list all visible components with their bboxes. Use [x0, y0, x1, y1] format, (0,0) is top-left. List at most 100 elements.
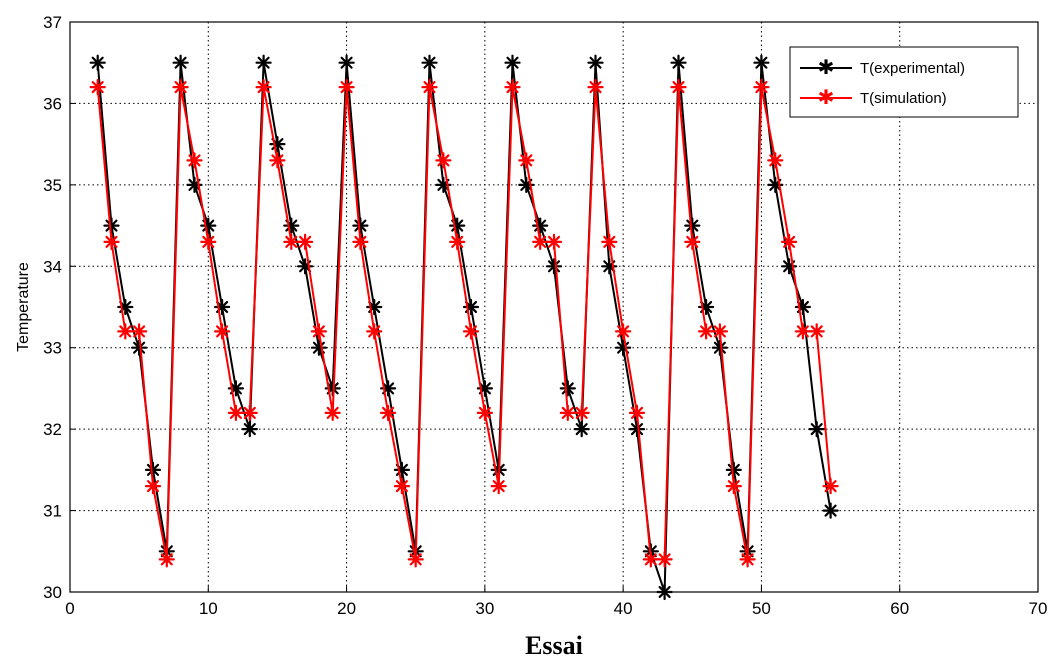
- data-point-t-simulation: [780, 233, 798, 250]
- data-point-t-simulation: [822, 478, 839, 495]
- data-point-t-experimental: [310, 339, 327, 356]
- data-point-t-experimental: [504, 54, 521, 71]
- data-point-t-simulation: [628, 404, 646, 421]
- data-point-t-experimental: [614, 339, 632, 356]
- data-point-t-simulation: [518, 152, 535, 169]
- data-point-t-simulation: [601, 233, 618, 250]
- data-point-t-simulation: [753, 78, 770, 96]
- data-point-t-simulation: [767, 152, 784, 169]
- series-line-t-experimental: [96, 61, 832, 593]
- data-point-t-simulation: [393, 478, 410, 495]
- data-point-t-simulation: [504, 78, 521, 96]
- data-point-t-simulation: [697, 323, 715, 340]
- data-point-t-simulation: [684, 233, 701, 250]
- data-point-t-experimental: [131, 339, 148, 356]
- data-point-t-simulation: [352, 233, 369, 250]
- data-point-t-experimental: [573, 421, 590, 438]
- data-point-t-simulation: [338, 78, 355, 96]
- data-point-t-simulation: [144, 478, 162, 495]
- x-tick-label: 70: [1029, 599, 1048, 618]
- data-point-t-experimental: [532, 217, 549, 234]
- data-point-t-experimental: [711, 339, 729, 356]
- data-point-t-simulation: [794, 323, 812, 340]
- data-point-t-experimental: [587, 54, 604, 71]
- data-point-t-experimental: [144, 461, 162, 478]
- data-point-t-experimental: [200, 217, 217, 234]
- data-point-t-simulation: [158, 551, 175, 568]
- data-point-t-experimental: [628, 421, 646, 438]
- data-point-t-simulation: [711, 323, 729, 340]
- data-point-t-simulation: [324, 404, 341, 421]
- plot-frame: [69, 21, 1039, 593]
- data-point-t-experimental: [89, 54, 106, 71]
- data-point-t-experimental: [103, 217, 120, 234]
- data-point-t-simulation: [214, 323, 231, 340]
- data-point-t-simulation: [200, 233, 217, 250]
- y-tick-label: 35: [43, 176, 62, 195]
- data-point-t-simulation: [725, 478, 742, 495]
- data-point-t-simulation: [559, 404, 576, 421]
- data-point-t-simulation: [490, 478, 507, 495]
- data-point-t-experimental: [352, 217, 369, 234]
- series-layer: [89, 54, 839, 601]
- series-t-simulation: [89, 78, 839, 568]
- y-tick-label: 32: [43, 420, 62, 439]
- data-point-t-simulation: [532, 233, 549, 250]
- x-tick-label: 50: [752, 599, 771, 618]
- legend-label-experimental: T(experimental): [860, 60, 965, 77]
- data-point-t-experimental: [545, 258, 563, 275]
- data-point-t-simulation: [255, 78, 272, 96]
- data-point-t-experimental: [172, 54, 189, 71]
- legend-marker-experimental: ✱: [818, 57, 835, 79]
- y-tick-label: 30: [43, 583, 62, 602]
- data-point-t-experimental: [449, 217, 466, 234]
- data-point-t-simulation: [587, 78, 604, 96]
- data-point-t-experimental: [241, 421, 258, 438]
- data-point-t-experimental: [725, 461, 742, 478]
- data-point-t-experimental: [808, 421, 825, 438]
- y-tick-label: 36: [43, 94, 62, 113]
- data-point-t-simulation: [89, 78, 106, 96]
- data-point-t-simulation: [103, 233, 120, 250]
- data-point-t-simulation: [227, 404, 244, 421]
- x-tick-label: 0: [65, 599, 74, 618]
- data-point-t-experimental: [421, 54, 438, 71]
- data-point-t-experimental: [338, 54, 355, 71]
- legend-box: [789, 46, 1019, 118]
- data-point-t-simulation: [172, 78, 189, 96]
- x-tick-label: 30: [475, 599, 494, 618]
- data-point-t-experimental: [822, 502, 839, 519]
- data-point-t-simulation: [186, 152, 203, 169]
- data-point-t-simulation: [407, 551, 424, 568]
- data-point-t-experimental: [559, 380, 576, 397]
- data-point-t-simulation: [642, 551, 659, 568]
- x-tick-label: 60: [890, 599, 909, 618]
- data-point-t-simulation: [739, 551, 756, 568]
- x-tick-label: 10: [199, 599, 218, 618]
- data-point-t-simulation: [573, 404, 590, 421]
- data-point-t-simulation: [310, 323, 327, 340]
- data-point-t-simulation: [297, 233, 314, 250]
- legend-label-simulation: T(simulation): [860, 90, 947, 107]
- data-point-t-experimental: [684, 217, 701, 234]
- ticks: 0 10 20 30 40 50 60 70 30 31 32 33 34 35 36 37: [43, 13, 1047, 618]
- data-point-t-simulation: [808, 323, 825, 340]
- data-point-t-simulation: [131, 323, 148, 340]
- data-point-t-simulation: [462, 323, 480, 340]
- x-axis-label: Essai: [525, 631, 583, 660]
- data-point-t-simulation: [283, 233, 300, 250]
- y-tick-label: 37: [43, 13, 62, 32]
- data-point-t-simulation: [366, 323, 383, 340]
- data-point-t-experimental: [753, 54, 770, 71]
- data-point-t-experimental: [255, 54, 272, 71]
- data-point-t-simulation: [421, 78, 438, 96]
- data-point-t-experimental: [283, 217, 300, 234]
- data-point-t-simulation: [380, 404, 397, 421]
- legend: ✱ T(experimental) ✱ T(simulation): [789, 46, 1019, 118]
- y-axis-label: Temperature: [15, 262, 32, 352]
- y-tick-label: 31: [43, 502, 62, 521]
- data-point-t-simulation: [269, 152, 286, 169]
- data-point-t-simulation: [449, 233, 466, 250]
